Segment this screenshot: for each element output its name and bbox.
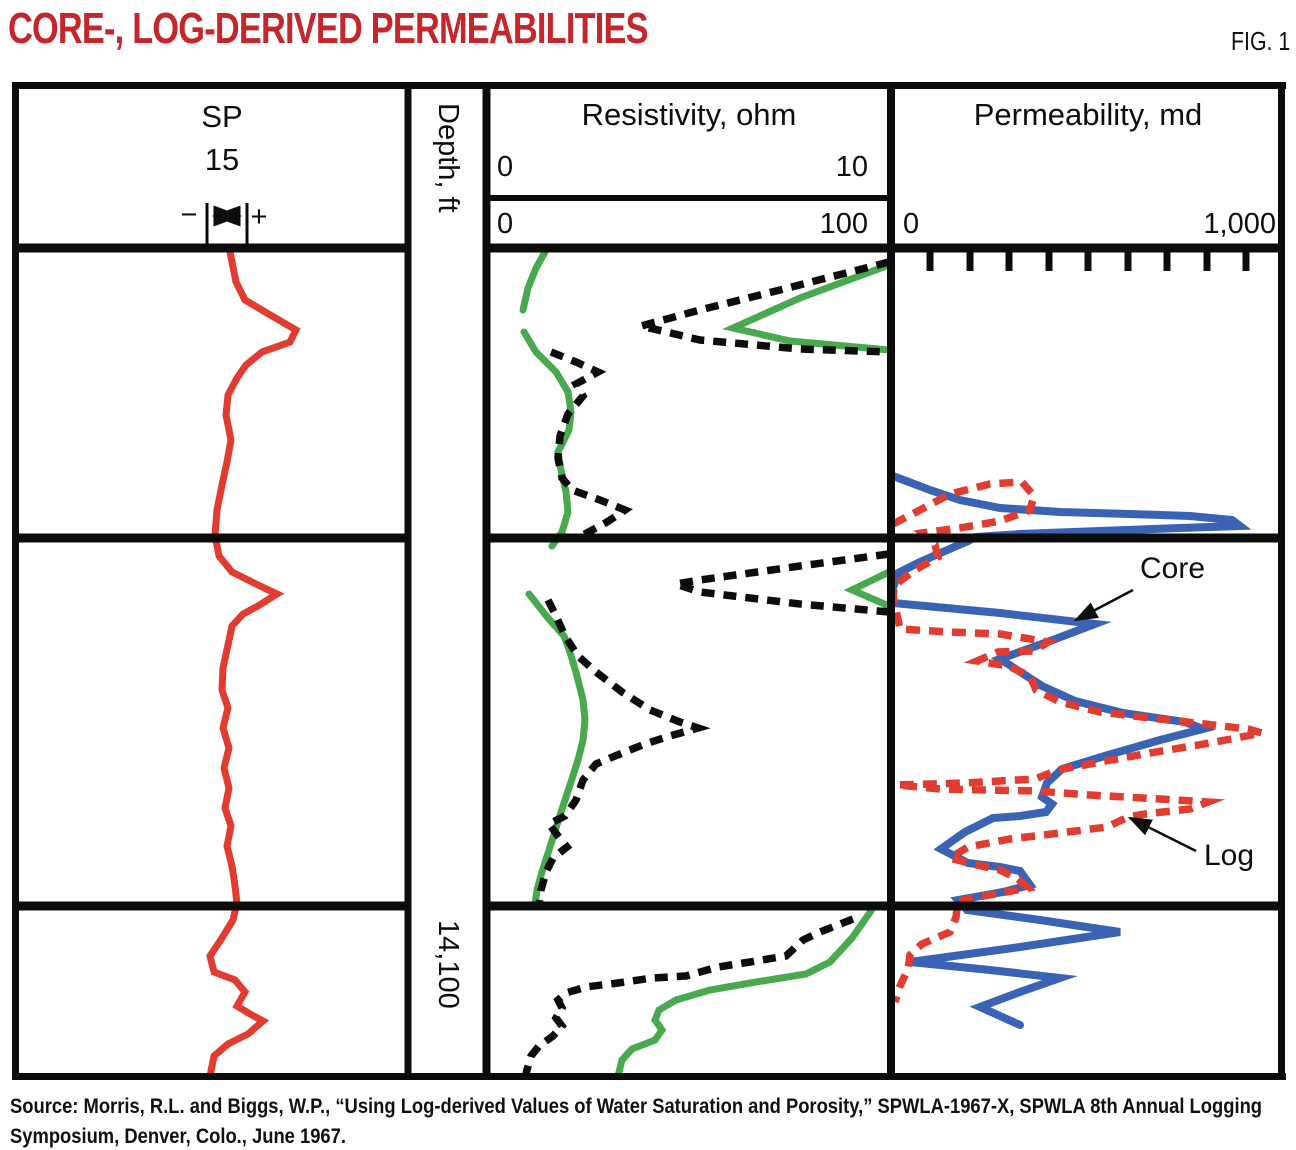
curve-resistivity-black-spike-top (625, 258, 890, 356)
curve-resistivity-green-upper (519, 248, 549, 314)
log-arrow (1127, 816, 1197, 853)
source-line-2: Symposium, Denver, Colo., June 1967. (10, 1124, 346, 1148)
figure-title: CORE-, LOG-DERIVED PERMEABILITIES (8, 4, 649, 53)
resistivity-track-title: Resistivity, ohm (581, 97, 797, 132)
curve-resistivity-black-bottom (521, 915, 855, 1079)
depth-axis-label: Depth, ft (432, 103, 464, 213)
source-citation: Source: Morris, R.L. and Biggs, W.P., “U… (10, 1092, 1262, 1150)
sp-plus-sign: + (250, 201, 268, 233)
curve-sp-red (206, 248, 301, 1080)
core-arrow (1073, 588, 1134, 622)
curve-resistivity-green-spike-top (722, 261, 893, 354)
curve-resistivity-green-bottom (614, 907, 875, 1080)
figure-number-label: FIG. 1 (1230, 26, 1290, 56)
permeability-scale-min: 0 (903, 208, 920, 240)
curve-permeability-log-red (889, 478, 1279, 1004)
resistivity-scale1-max: 10 (835, 151, 868, 183)
sp-minus-sign: − (180, 199, 198, 231)
sp-track-title: SP (201, 99, 243, 134)
curve-resistivity-black-left-top (549, 348, 634, 539)
curve-resistivity-green-mid (520, 328, 575, 550)
resistivity-scale2-max: 100 (819, 208, 868, 240)
permeability-track-title: Permeability, md (973, 97, 1203, 132)
depth-value-label: 14,100 (432, 920, 464, 1009)
core-curve-label: Core (1140, 552, 1206, 585)
sp-scale-value: 15 (204, 142, 240, 177)
permeability-scale-max: 1,000 (1203, 208, 1276, 240)
curve-resistivity-black-left-mid (535, 598, 711, 905)
curve-resistivity-green-lower (525, 590, 589, 908)
curve-resistivity-green-notch-mid (843, 568, 893, 610)
resistivity-scale1-min: 0 (497, 151, 514, 183)
source-line-1: Source: Morris, R.L. and Biggs, W.P., “U… (10, 1095, 1263, 1118)
resistivity-scale2-min: 0 (497, 208, 514, 240)
log-curve-label: Log (1204, 839, 1255, 872)
curve-resistivity-black-spike-mid (660, 550, 890, 616)
